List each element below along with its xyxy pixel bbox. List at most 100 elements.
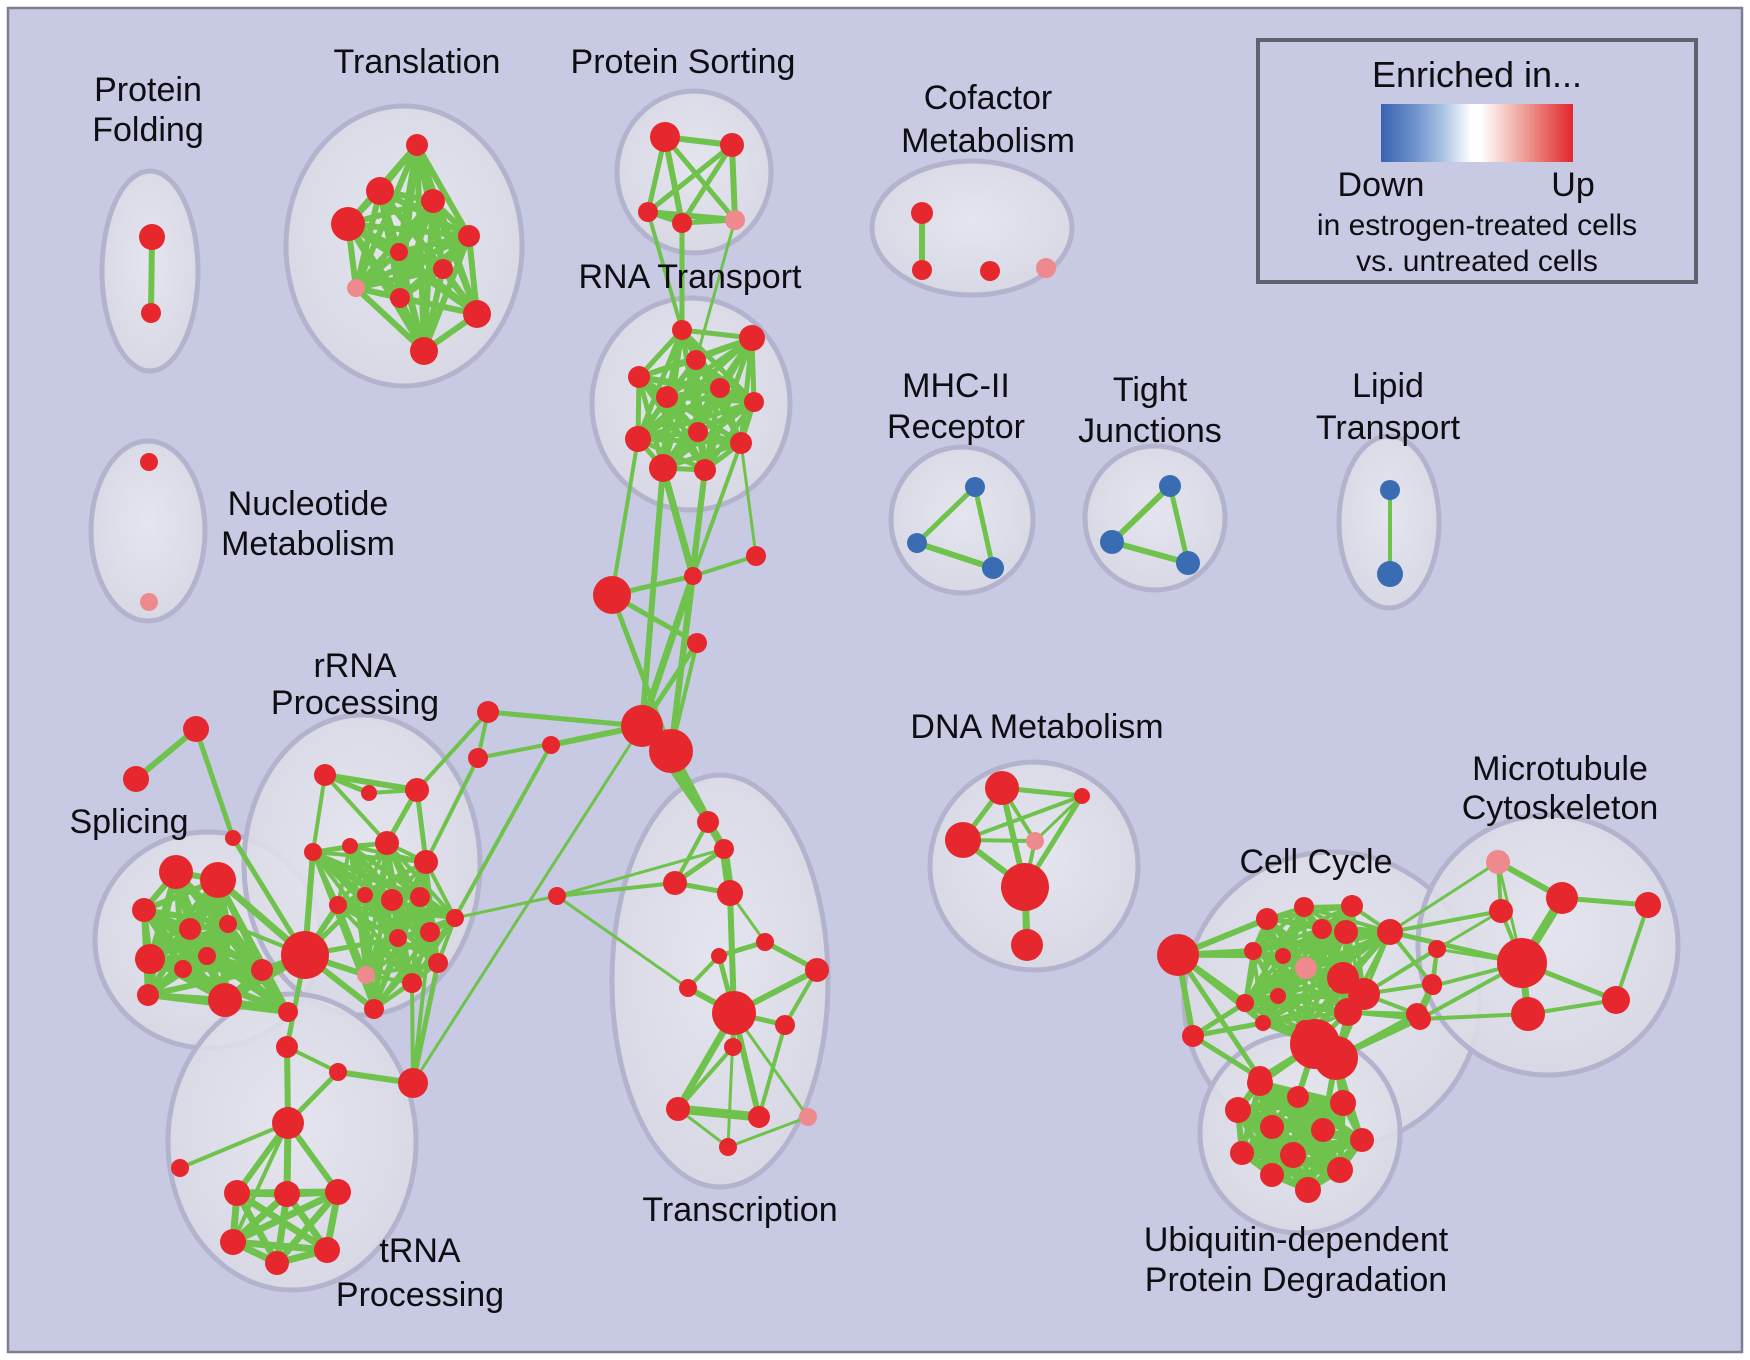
node-mhc-ii-receptor[interactable] [965,477,985,497]
node-rna-transport[interactable] [656,386,678,408]
node-spine[interactable] [468,748,488,768]
node-translation[interactable] [406,134,428,156]
node-tight-junctions[interactable] [1159,475,1181,497]
node-rna-transport[interactable] [694,459,716,481]
node-transcription[interactable] [663,871,687,895]
node-microtubule-cytoskeleton[interactable] [1497,938,1547,988]
node-cell-cycle[interactable] [1255,1015,1271,1031]
node-translation[interactable] [390,243,408,261]
node-cell-cycle[interactable] [1157,934,1199,976]
node-microtubule-cytoskeleton[interactable] [1486,850,1510,874]
node-ubiquitin-degradation[interactable] [1287,1086,1309,1108]
node-rrna-processing[interactable] [398,1068,428,1098]
node-protein-sorting[interactable] [725,210,745,230]
node-trna-processing[interactable] [220,1229,246,1255]
node-ubiquitin-degradation[interactable] [1280,1142,1306,1168]
node-cell-cycle[interactable] [1341,895,1363,917]
node-rrna-processing[interactable] [281,931,329,979]
node-spine[interactable] [542,736,560,754]
node-translation[interactable] [410,337,438,365]
node-cell-cycle[interactable] [1334,920,1358,944]
node-rna-transport[interactable] [710,378,730,398]
node-protein-folding[interactable] [139,224,165,250]
node-cell-cycle[interactable] [1182,1025,1204,1047]
node-rna-transport[interactable] [688,422,708,442]
node-protein-sorting[interactable] [650,122,680,152]
node-rrna-processing[interactable] [342,838,358,854]
node-ubiquitin-degradation[interactable] [1230,1141,1254,1165]
node-transcription[interactable] [714,839,734,859]
node-rrna-processing[interactable] [357,887,373,903]
node-rna-transport[interactable] [625,426,651,452]
node-nucleotide-metabolism[interactable] [140,593,158,611]
node-cofactor-metabolism[interactable] [912,260,932,280]
node-translation[interactable] [366,177,394,205]
node-transcription[interactable] [717,880,743,906]
node-translation[interactable] [331,207,365,241]
node-rrna-processing[interactable] [410,887,430,907]
node-cell-cycle[interactable] [1295,957,1317,979]
node-cell-cycle[interactable] [1314,1036,1358,1080]
node-splicing[interactable] [174,960,192,978]
node-protein-sorting[interactable] [672,213,692,233]
node-splicing[interactable] [132,898,156,922]
node-rrna-processing[interactable] [357,966,375,984]
node-rrna-processing[interactable] [375,831,399,855]
node-spine[interactable] [593,576,631,614]
node-microtubule-cytoskeleton[interactable] [1424,977,1442,995]
node-ubiquitin-degradation[interactable] [1295,1177,1321,1203]
node-ubiquitin-degradation[interactable] [1350,1128,1374,1152]
node-splicing[interactable] [208,983,242,1017]
node-rrna-satellite[interactable] [183,716,209,742]
node-rrna-processing[interactable] [304,843,322,861]
node-dna-metabolism[interactable] [1011,929,1043,961]
node-nucleotide-metabolism[interactable] [140,453,158,471]
node-rna-transport[interactable] [739,325,765,351]
node-tight-junctions[interactable] [1176,551,1200,575]
node-rna-transport[interactable] [672,320,692,340]
node-ubiquitin-degradation[interactable] [1327,1157,1353,1183]
node-transcription[interactable] [666,1097,690,1121]
node-spine[interactable] [687,633,707,653]
node-rna-transport[interactable] [649,454,677,482]
node-cell-cycle[interactable] [1275,948,1291,964]
node-microtubule-cytoskeleton[interactable] [1511,997,1545,1031]
node-lipid-transport[interactable] [1377,561,1403,587]
node-splicing[interactable] [278,1002,298,1022]
node-splicing[interactable] [198,947,216,965]
node-rrna-satellite[interactable] [123,766,149,792]
node-transcription[interactable] [756,933,774,951]
node-trna-processing[interactable] [224,1180,250,1206]
node-rrna-processing[interactable] [446,909,464,927]
node-splicing[interactable] [159,855,193,889]
node-transcription[interactable] [799,1108,817,1126]
node-tight-junctions[interactable] [1100,530,1124,554]
node-translation[interactable] [390,288,410,308]
node-translation[interactable] [463,300,491,328]
node-cell-cycle[interactable] [1236,994,1254,1012]
node-dna-metabolism[interactable] [945,822,981,858]
node-ubiquitin-degradation[interactable] [1260,1115,1284,1139]
node-splicing[interactable] [251,959,273,981]
node-rrna-processing[interactable] [314,764,336,786]
node-trna-processing[interactable] [314,1237,340,1263]
node-rrna-processing[interactable] [402,973,422,993]
node-transcription[interactable] [805,958,829,982]
node-transcription[interactable] [724,1038,742,1056]
node-splicing[interactable] [179,918,201,940]
node-microtubule-cytoskeleton[interactable] [1409,1008,1431,1030]
node-microtubule-cytoskeleton[interactable] [1635,892,1661,918]
node-dna-metabolism[interactable] [1074,788,1090,804]
node-cell-cycle[interactable] [1334,998,1362,1026]
node-cell-cycle[interactable] [1270,988,1286,1004]
node-mhc-ii-receptor[interactable] [982,557,1004,579]
node-rrna-processing[interactable] [361,785,377,801]
node-mhc-ii-receptor[interactable] [907,533,927,553]
node-cofactor-metabolism[interactable] [980,261,1000,281]
node-cell-cycle[interactable] [1312,919,1332,939]
node-splicing[interactable] [137,984,159,1006]
node-dna-metabolism[interactable] [985,771,1019,805]
node-rna-transport[interactable] [628,366,650,388]
node-protein-folding[interactable] [141,303,161,323]
node-trna-processing[interactable] [265,1251,289,1275]
